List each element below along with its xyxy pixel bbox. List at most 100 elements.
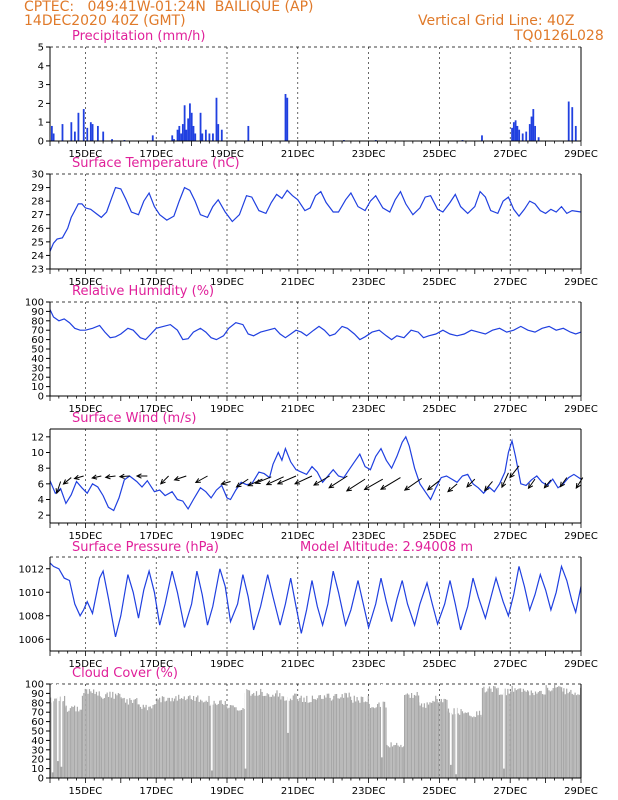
cloud-bar	[372, 707, 374, 778]
precip-bar	[111, 139, 113, 141]
cloud-bar	[176, 700, 178, 778]
cloud-bar	[268, 694, 270, 778]
cloud-bar	[559, 686, 561, 778]
humidity-title: Relative Humidity (%)	[72, 284, 215, 299]
temp-y-tick-label: 23	[31, 265, 44, 276]
humidity-x-tick-label: 29DEC	[564, 404, 598, 415]
cloud-bar	[151, 708, 153, 778]
cloud-bar	[310, 702, 312, 778]
precip-bar	[52, 133, 55, 141]
cloud-bar	[182, 698, 184, 778]
wind-vector	[195, 475, 208, 483]
cloud-bar	[127, 704, 129, 778]
wind-vector	[364, 478, 384, 490]
cloud-bar	[110, 697, 112, 778]
cloud-bar	[295, 693, 297, 778]
pressure-x-tick-label: 15DEC	[69, 659, 103, 670]
precip-bar	[185, 129, 188, 141]
cloud-bar	[442, 702, 444, 778]
temp-y-tick-label: 25	[31, 237, 44, 248]
cloud-bar	[112, 691, 114, 778]
precip-bar	[151, 135, 154, 141]
cloud-bar	[517, 689, 519, 778]
humidity-x-tick-label: 27DEC	[493, 404, 527, 415]
cloud-bar	[530, 690, 532, 778]
cloud-gap	[380, 684, 383, 758]
precip-bar	[518, 129, 521, 141]
cloud-bar	[73, 705, 76, 778]
cloud-bar	[432, 700, 434, 778]
cloud-bar	[142, 704, 144, 778]
cloud-bar	[114, 693, 117, 778]
wind-vector-head	[294, 479, 301, 485]
cloud-bar	[93, 689, 95, 778]
cloud-bar	[435, 695, 437, 778]
cloud-bar	[133, 699, 135, 778]
cloud-bar	[437, 702, 440, 778]
cloud-bar	[341, 694, 343, 778]
cloud-bar	[380, 757, 383, 778]
humidity-y-tick-label: 40	[31, 354, 44, 365]
cloud-bar	[328, 693, 330, 778]
cloud-bar	[266, 693, 268, 778]
wind-vector-head	[447, 486, 453, 493]
cloud-bar	[461, 711, 464, 778]
cloud-x-tick-label: 27DEC	[493, 786, 527, 797]
cloud-bar	[294, 693, 296, 778]
cloud-bar	[487, 688, 489, 778]
cloud-bar	[62, 701, 64, 778]
cloud-y-tick-label: 10	[31, 764, 44, 775]
cloud-bar	[384, 701, 386, 778]
cloud-bar	[253, 692, 255, 778]
humidity-y-tick-label: 80	[31, 316, 44, 327]
cloud-bar	[97, 695, 99, 778]
precip-bar	[190, 112, 193, 141]
cloud-bar	[412, 697, 414, 778]
cloud-bar	[57, 761, 59, 778]
cloud-bar	[497, 687, 499, 778]
cloud-bar	[80, 709, 83, 778]
pressure-x-tick-label: 25DEC	[423, 659, 457, 670]
cloud-bar	[65, 705, 67, 778]
cloud-bar	[86, 689, 88, 778]
cloud-bar	[217, 703, 219, 778]
cloud-bar	[510, 692, 512, 778]
cloud-bar	[51, 772, 54, 778]
cloud-bar	[503, 768, 505, 778]
cloud-bar	[404, 695, 406, 778]
cloud-bar	[347, 697, 349, 778]
cloud-bar	[159, 697, 161, 778]
humidity-x-tick-label: 23DEC	[352, 404, 386, 415]
wind-vector	[266, 476, 284, 486]
cloud-bar	[281, 696, 283, 778]
humidity-y-tick-label: 50	[31, 345, 44, 356]
cloud-bar	[501, 694, 503, 778]
cloud-bar	[88, 689, 91, 778]
cloud-bar	[362, 696, 364, 778]
humidity-x-tick-label: 15DEC	[69, 404, 103, 415]
cloud-bar	[573, 694, 575, 778]
precip-bar	[208, 133, 211, 141]
cloud-bar	[260, 688, 262, 778]
cloud-bar	[494, 686, 496, 778]
pressure-y-tick-label: 1008	[19, 611, 44, 622]
cloud-bar	[204, 701, 206, 778]
precip-bar	[189, 103, 191, 141]
cloud-bar	[160, 702, 162, 778]
cloud-bar	[453, 708, 455, 778]
cloud-bar	[173, 698, 176, 778]
cloud-bar	[190, 699, 192, 778]
precip-bar	[521, 133, 524, 141]
cloud-bar	[58, 701, 60, 778]
wind-vector-head	[104, 474, 111, 480]
wind-vector-head	[426, 485, 433, 491]
cloud-bar	[562, 691, 564, 778]
cloud-bar	[466, 712, 468, 778]
precip-bar	[571, 107, 574, 141]
precip-bar	[91, 124, 94, 141]
wind-title: Surface Wind (m/s)	[72, 411, 197, 426]
cloud-bar	[163, 696, 165, 778]
cloud-bar	[60, 766, 63, 778]
pressure-x-tick-label: 19DEC	[210, 659, 244, 670]
cloud-bar	[251, 694, 253, 778]
